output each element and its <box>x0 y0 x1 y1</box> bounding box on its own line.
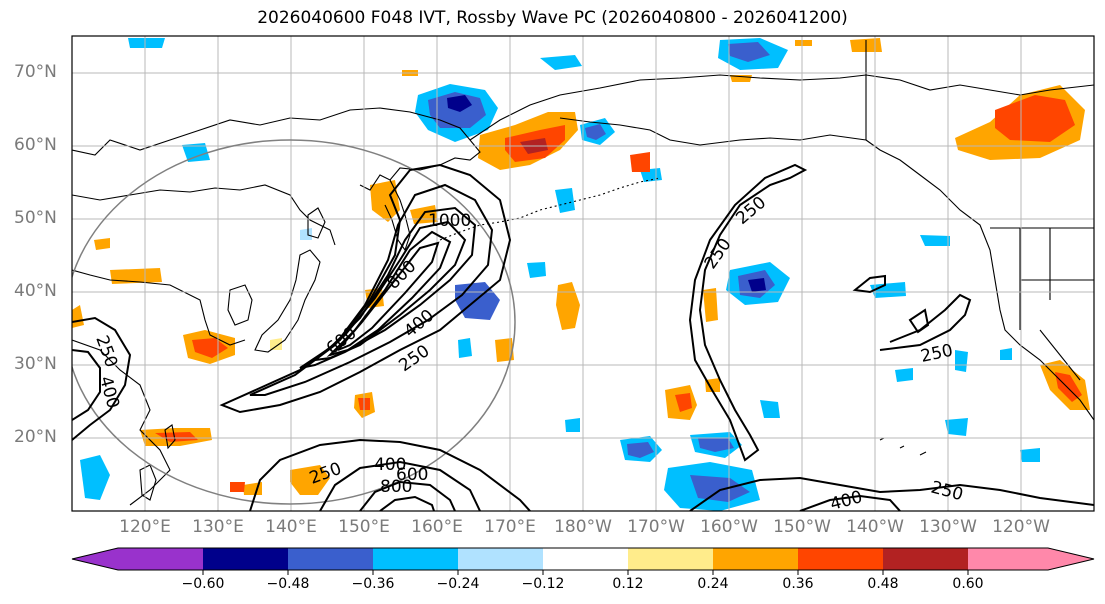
colorbar-segment <box>543 548 628 570</box>
colorbar-tick-label: 0.36 <box>782 576 814 592</box>
contour-label: 400 <box>374 455 406 475</box>
colorbar <box>71 547 1095 575</box>
colorbar-tick-label: 0.24 <box>697 576 729 592</box>
lon-label: 160°E <box>411 517 463 537</box>
colorbar-tick-label: −0.24 <box>436 576 480 592</box>
colorbar-segment <box>883 548 968 570</box>
colorbar-tick-label: −0.48 <box>266 576 310 592</box>
colorbar-segment <box>203 548 288 570</box>
colorbar-tick-label: 0.12 <box>612 576 644 592</box>
lat-label: 40°N <box>14 281 57 301</box>
coastlines <box>72 40 1094 506</box>
contour-label: 400 <box>828 487 865 515</box>
reference-circle <box>72 139 516 505</box>
lat-label: 50°N <box>14 208 57 228</box>
colorbar-extend-low <box>72 548 118 570</box>
colorbar-tick-label: −0.60 <box>181 576 225 592</box>
colorbar-segment <box>288 548 373 570</box>
lon-label: 140°W <box>846 517 904 537</box>
colorbar-segment <box>628 548 713 570</box>
negative-anomaly-patches <box>80 38 1040 511</box>
positive-anomaly-patches <box>72 38 1090 495</box>
lon-label: 120°W <box>992 517 1050 537</box>
colorbar-tick-label: 0.48 <box>867 576 899 592</box>
colorbar-segment <box>968 548 1048 570</box>
contour-label: 250 <box>929 478 966 506</box>
contour-label: 400 <box>95 374 123 411</box>
colorbar-tick-label: 0.60 <box>952 576 984 592</box>
colorbar-segment <box>458 548 543 570</box>
map-title: 2026040600 F048 IVT, Rossby Wave PC (202… <box>257 8 848 28</box>
contour-label: 1000 <box>428 211 471 231</box>
contour-label: 250 <box>307 459 344 489</box>
lon-label: 180°W <box>554 517 612 537</box>
lat-label: 20°N <box>14 427 57 447</box>
lon-label: 120°E <box>119 517 171 537</box>
contour-label: 600 <box>396 465 428 485</box>
lat-label: 70°N <box>14 62 57 82</box>
lat-label: 60°N <box>14 135 57 155</box>
lon-label: 130°E <box>192 517 244 537</box>
lon-label: 170°W <box>627 517 685 537</box>
contour-label: 250 <box>395 341 433 376</box>
lat-label: 30°N <box>14 354 57 374</box>
colorbar-segment <box>713 548 798 570</box>
lon-label: 140°E <box>265 517 317 537</box>
colorbar-segment <box>118 548 203 570</box>
lon-label: 150°W <box>773 517 831 537</box>
colorbar-extend-high <box>1048 548 1094 570</box>
colorbar-tick-label: −0.12 <box>521 576 565 592</box>
contour-label: 800 <box>380 477 412 497</box>
lon-label: 150°E <box>338 517 390 537</box>
lon-label: 130°W <box>919 517 977 537</box>
colorbar-segment <box>373 548 458 570</box>
graticule <box>72 36 1094 511</box>
colorbar-segment <box>798 548 883 570</box>
ivt-contours <box>72 163 1094 511</box>
lon-label: 170°E <box>484 517 536 537</box>
contour-label: 250 <box>732 193 770 229</box>
map-frame <box>71 35 1095 512</box>
lon-label: 160°W <box>700 517 758 537</box>
colorbar-tick-label: −0.36 <box>351 576 395 592</box>
contour-label: 250 <box>919 341 955 367</box>
